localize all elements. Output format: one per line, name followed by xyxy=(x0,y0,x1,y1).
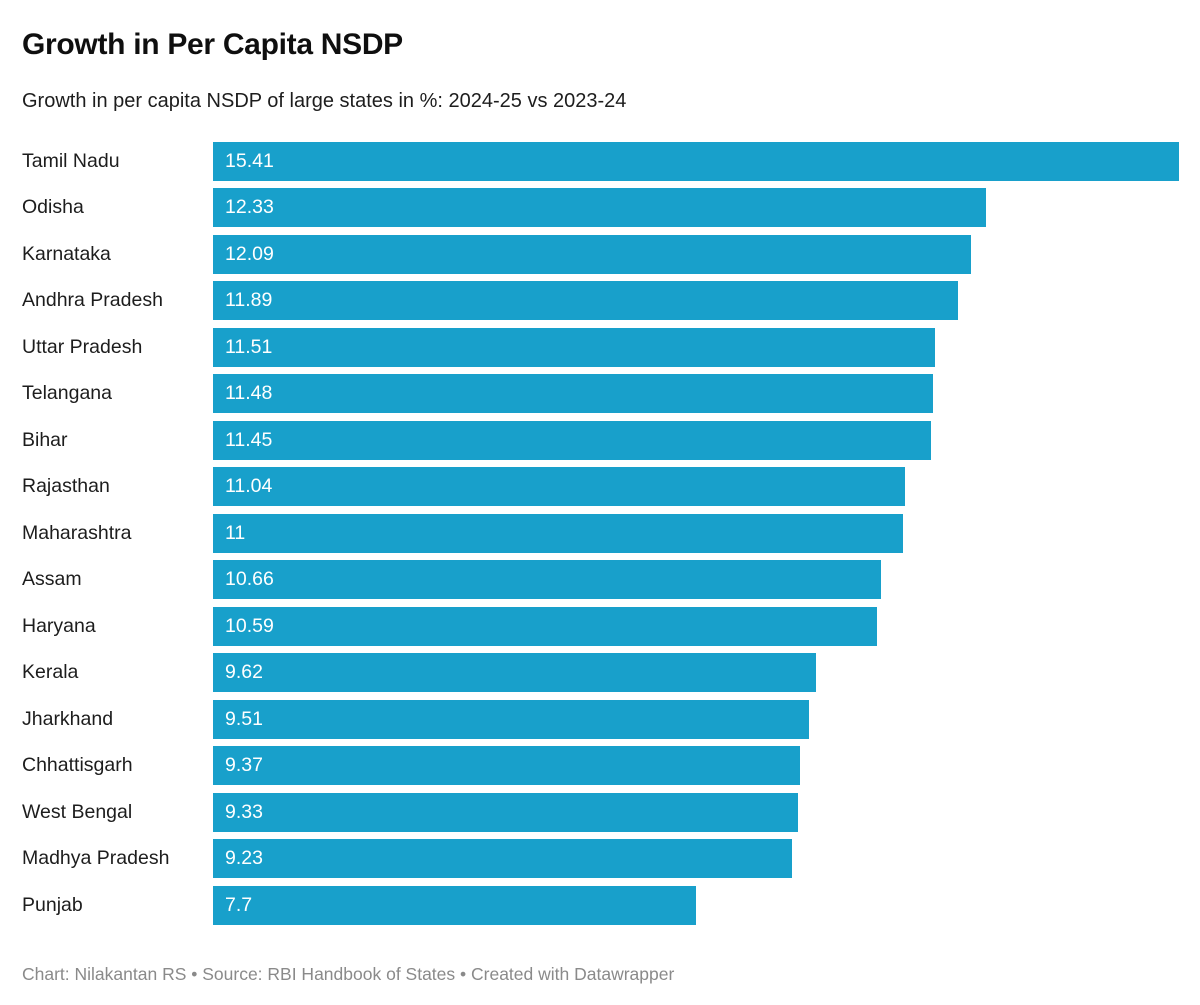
bar-row: Tamil Nadu 15.41 xyxy=(22,138,1179,185)
bar-chart: Tamil Nadu 15.41 Odisha 12.33 Karnataka 12.09… xyxy=(22,138,1179,929)
state-label: Kerala xyxy=(22,661,79,684)
bar-value-label: 11.48 xyxy=(225,382,273,405)
bar-track: 15.41 xyxy=(213,141,1179,181)
bar-track: 12.09 xyxy=(213,234,1179,274)
state-label: Assam xyxy=(22,568,82,591)
bar-track: 11.45 xyxy=(213,420,1179,460)
bar-value-label: 15.41 xyxy=(225,149,274,172)
state-label: Andhra Pradesh xyxy=(22,289,163,312)
bar-value-label: 11.51 xyxy=(225,335,273,358)
bar: 9.23 xyxy=(213,839,792,879)
bar-value-label: 11.89 xyxy=(225,289,273,312)
state-label: Maharashtra xyxy=(22,521,132,544)
bar-track: 9.23 xyxy=(213,839,1179,879)
bar-value-label: 9.33 xyxy=(225,800,263,823)
bar: 11.48 xyxy=(213,374,933,414)
bar-track: 11.89 xyxy=(213,281,1179,321)
bar: 7.7 xyxy=(213,885,696,925)
state-label: Bihar xyxy=(22,428,68,451)
bar-value-label: 9.62 xyxy=(225,661,263,684)
state-label: Odisha xyxy=(22,196,84,219)
bar-value-label: 11.04 xyxy=(225,475,273,498)
bar-row: Haryana 10.59 xyxy=(22,603,1179,650)
bar-value-label: 10.59 xyxy=(225,614,274,637)
chart-subtitle: Growth in per capita NSDP of large state… xyxy=(22,90,627,112)
state-label: Jharkhand xyxy=(22,707,114,730)
state-label: Chhattisgarh xyxy=(22,754,133,777)
bar-value-label: 9.51 xyxy=(225,707,263,730)
bar-row: Odisha 12.33 xyxy=(22,185,1179,232)
bar: 10.59 xyxy=(213,606,877,646)
bar-row: Andhra Pradesh 11.89 xyxy=(22,278,1179,325)
state-label: Punjab xyxy=(22,893,83,916)
bar-row: Uttar Pradesh 11.51 xyxy=(22,324,1179,371)
bar: 11.04 xyxy=(213,467,906,507)
bar-value-label: 11 xyxy=(225,521,246,544)
bar-track: 9.33 xyxy=(213,792,1179,832)
bar-track: 7.7 xyxy=(213,885,1179,925)
bar-value-label: 12.09 xyxy=(225,242,274,265)
bar-value-label: 11.45 xyxy=(225,428,273,451)
bar-track: 9.62 xyxy=(213,653,1179,693)
bar: 9.62 xyxy=(213,653,817,693)
bar-track: 11.48 xyxy=(213,374,1179,414)
bar: 11.89 xyxy=(213,281,959,321)
bar-track: 9.37 xyxy=(213,746,1179,786)
bar-row: Maharashtra 11 xyxy=(22,510,1179,557)
bar-track: 11 xyxy=(213,513,1179,553)
bar: 11.45 xyxy=(213,420,931,460)
bar-value-label: 12.33 xyxy=(225,196,274,219)
bar-row: Jharkhand 9.51 xyxy=(22,696,1179,743)
bar-value-label: 7.7 xyxy=(225,893,253,916)
bar: 9.33 xyxy=(213,792,798,832)
bar: 12.33 xyxy=(213,188,986,228)
state-label: Haryana xyxy=(22,614,96,637)
bar-track: 11.04 xyxy=(213,467,1179,507)
state-label: Rajasthan xyxy=(22,475,110,498)
bar: 11 xyxy=(213,513,903,553)
bar-value-label: 9.23 xyxy=(225,847,263,870)
bar-track: 10.59 xyxy=(213,606,1179,646)
bar-row: Kerala 9.62 xyxy=(22,650,1179,697)
bar: 11.51 xyxy=(213,327,935,367)
state-label: Madhya Pradesh xyxy=(22,847,170,870)
bar-row: West Bengal 9.33 xyxy=(22,789,1179,836)
bar-value-label: 9.37 xyxy=(225,754,263,777)
bar-row: Madhya Pradesh 9.23 xyxy=(22,836,1179,883)
bar-row: Punjab 7.7 xyxy=(22,882,1179,929)
state-label: Tamil Nadu xyxy=(22,149,120,172)
bar-row: Bihar 11.45 xyxy=(22,417,1179,464)
bar: 15.41 xyxy=(213,141,1179,181)
bar-track: 10.66 xyxy=(213,560,1179,600)
bar-row: Rajasthan 11.04 xyxy=(22,464,1179,511)
bar-track: 9.51 xyxy=(213,699,1179,739)
chart-title: Growth in Per Capita NSDP xyxy=(22,28,403,61)
chart-footer-byline: Chart: Nilakantan RS • Source: RBI Handb… xyxy=(22,963,675,984)
bar-row: Karnataka 12.09 xyxy=(22,231,1179,278)
bar: 9.51 xyxy=(213,699,810,739)
state-label: West Bengal xyxy=(22,800,133,823)
bar: 12.09 xyxy=(213,234,971,274)
bar: 10.66 xyxy=(213,560,882,600)
state-label: Telangana xyxy=(22,382,112,405)
bar-value-label: 10.66 xyxy=(225,568,274,591)
bar-row: Chhattisgarh 9.37 xyxy=(22,743,1179,790)
bar: 9.37 xyxy=(213,746,801,786)
bar-track: 11.51 xyxy=(213,327,1179,367)
state-label: Karnataka xyxy=(22,242,111,265)
bar-row: Assam 10.66 xyxy=(22,557,1179,604)
bar-track: 12.33 xyxy=(213,188,1179,228)
bar-row: Telangana 11.48 xyxy=(22,371,1179,418)
state-label: Uttar Pradesh xyxy=(22,335,143,358)
